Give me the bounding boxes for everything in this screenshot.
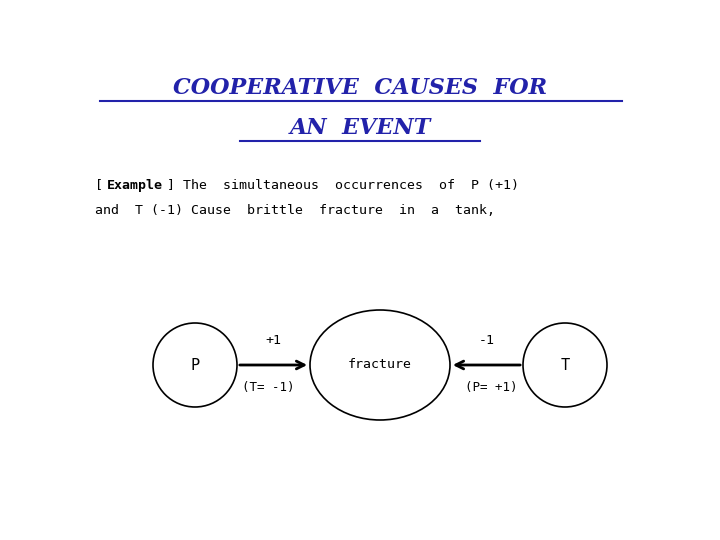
Text: +1: +1 [266,334,282,347]
Text: and  T (-1) Cause  brittle  fracture  in  a  tank,: and T (-1) Cause brittle fracture in a t… [95,204,495,217]
Text: Example: Example [107,179,163,192]
Text: -1: -1 [479,334,495,347]
Text: P: P [190,357,199,373]
Text: fracture: fracture [348,359,412,372]
Text: (T= -1): (T= -1) [242,381,294,394]
Text: AN  EVENT: AN EVENT [289,117,431,139]
Text: [: [ [95,179,111,192]
Text: ] The  simultaneous  occurrences  of  P (+1): ] The simultaneous occurrences of P (+1) [159,179,519,192]
Text: T: T [560,357,570,373]
Text: COOPERATIVE  CAUSES  FOR: COOPERATIVE CAUSES FOR [173,77,547,99]
Text: (P= +1): (P= +1) [465,381,518,394]
